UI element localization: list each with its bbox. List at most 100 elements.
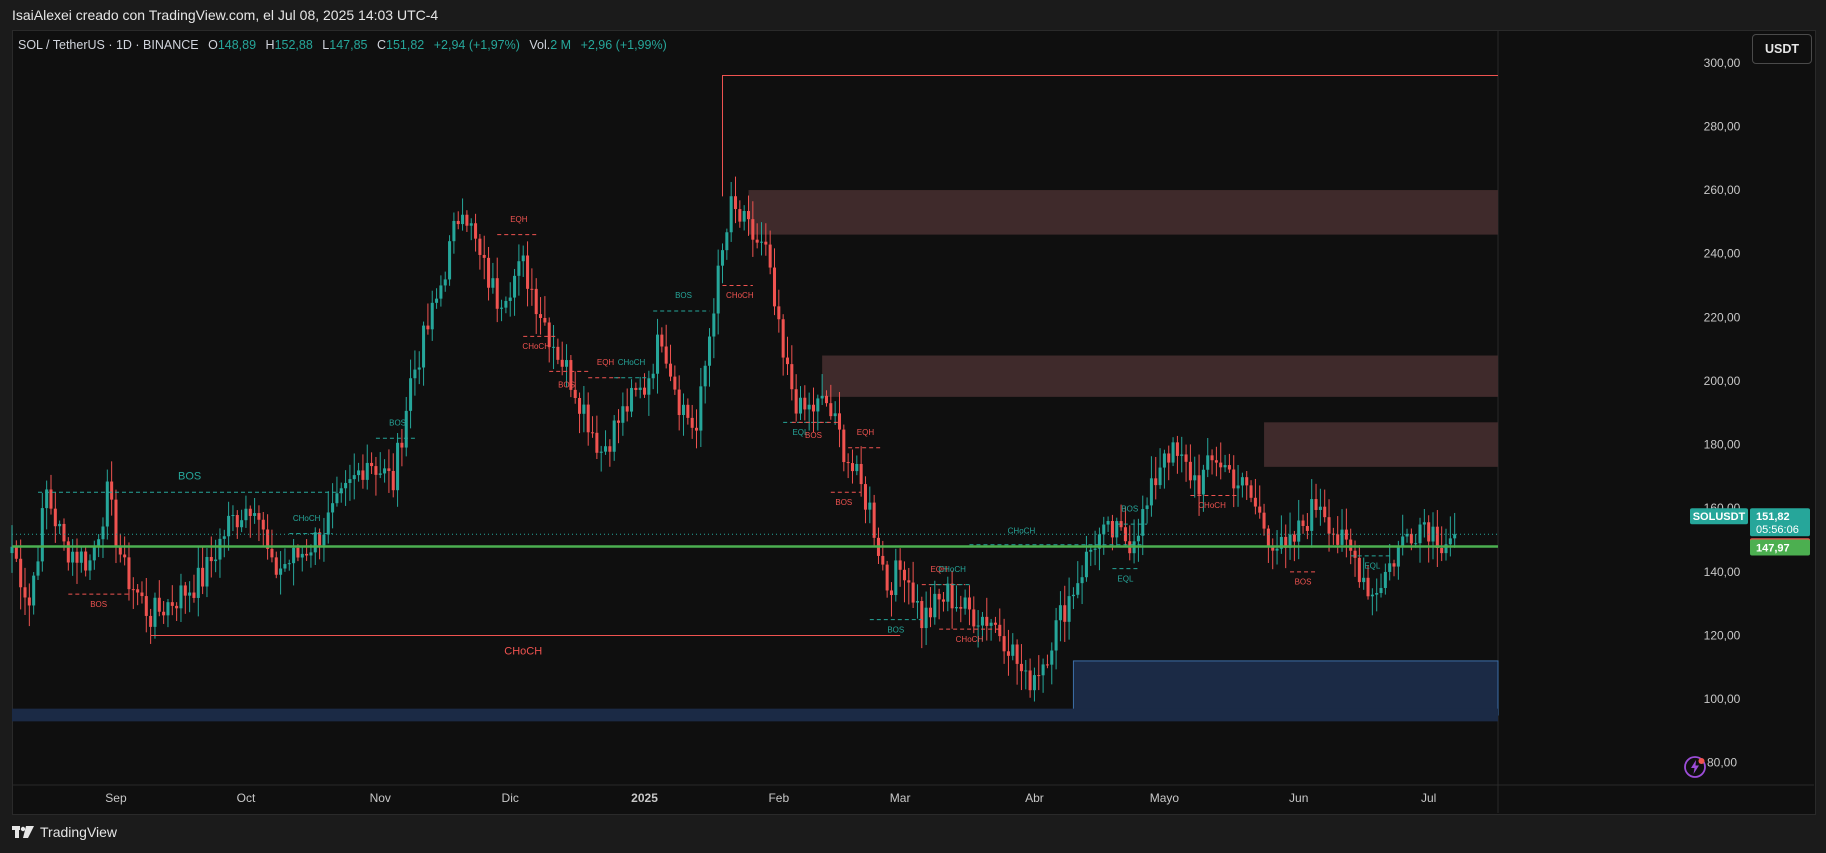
- high-line: [722, 75, 1498, 197]
- candle-body: [66, 541, 70, 563]
- candle-body: [461, 214, 465, 225]
- candle-body: [318, 532, 322, 546]
- candle-body: [58, 523, 62, 527]
- candle-body: [993, 622, 997, 625]
- candle-body: [1448, 538, 1452, 545]
- candle-body: [950, 583, 954, 609]
- chart-frame[interactable]: [12, 30, 1816, 815]
- candle-body: [1336, 534, 1340, 545]
- candle-body: [1405, 533, 1409, 537]
- candle-body: [283, 564, 287, 569]
- candle-body: [556, 346, 560, 360]
- candle-body: [889, 590, 893, 596]
- candle-body: [803, 397, 807, 410]
- candle-body: [1388, 563, 1392, 572]
- candle-body: [638, 387, 642, 390]
- candle-body: [1271, 546, 1275, 551]
- candle-body: [214, 559, 218, 562]
- candle-body: [777, 306, 781, 320]
- candle-body: [1097, 534, 1101, 549]
- x-tick-label: Jul: [1421, 791, 1436, 805]
- candle-body: [928, 607, 932, 618]
- volume-label: Vol.: [529, 38, 551, 52]
- candle-body: [677, 389, 681, 416]
- x-tick-label: Abr: [1025, 791, 1044, 805]
- candle-body: [374, 466, 378, 475]
- candle-body: [1262, 512, 1266, 529]
- candle-body: [681, 404, 686, 416]
- candle-body: [599, 451, 603, 453]
- candle-body: [690, 417, 694, 428]
- candle-body: [227, 515, 231, 537]
- candle-body: [941, 599, 945, 602]
- candle-body: [1444, 544, 1448, 554]
- candle-body: [902, 569, 906, 581]
- candle-body: [1123, 527, 1127, 542]
- candle-body: [179, 585, 183, 609]
- candle-body: [396, 442, 400, 491]
- candle-body: [846, 462, 850, 464]
- candle-body: [552, 346, 556, 348]
- close-value: 151,82: [386, 38, 425, 52]
- candle-body: [205, 556, 209, 587]
- x-tick-label: Mayo: [1150, 791, 1180, 805]
- candle-body: [530, 288, 534, 290]
- x-tick-label: Mar: [890, 791, 911, 805]
- currency-button[interactable]: USDT: [1752, 34, 1812, 64]
- candle-body: [1258, 506, 1262, 513]
- candle-body: [517, 261, 521, 276]
- y-tick-label: 260,00: [1704, 183, 1741, 197]
- y-tick-label: 280,00: [1704, 119, 1741, 133]
- candle-body: [1392, 563, 1396, 567]
- candle-body: [868, 502, 872, 510]
- candle-body: [326, 512, 330, 535]
- candle-body: [1063, 605, 1067, 622]
- candle-body: [391, 470, 395, 491]
- candle-body: [1093, 548, 1097, 550]
- candle-body: [253, 513, 257, 516]
- candle-body: [1206, 455, 1210, 470]
- candle-body: [352, 475, 356, 480]
- candle-body: [170, 602, 174, 606]
- high-label: H: [265, 38, 275, 52]
- candle-body: [261, 519, 265, 530]
- candle-body: [1071, 594, 1075, 597]
- candle-body: [1171, 442, 1175, 463]
- candle-body: [1214, 460, 1218, 463]
- candle-body: [881, 555, 885, 565]
- candle-body: [1232, 469, 1236, 489]
- candle-body: [309, 552, 313, 556]
- candle-body: [248, 508, 252, 516]
- x-tick-label: Oct: [237, 791, 256, 805]
- symbol-name[interactable]: SOL / TetherUS · 1D · BINANCE: [18, 38, 199, 52]
- candle-body: [10, 546, 14, 554]
- structure-label-19: CHoCH: [1008, 527, 1036, 536]
- candle-body: [547, 322, 551, 348]
- candle-body: [209, 556, 213, 562]
- candle-body: [110, 481, 114, 500]
- candle-body: [794, 389, 798, 414]
- candle-body: [1188, 461, 1192, 481]
- candle-body: [75, 551, 79, 563]
- lightning-icon[interactable]: [1683, 755, 1707, 779]
- candle-body: [651, 373, 655, 379]
- candle-body: [751, 219, 755, 240]
- candle-body: [1175, 442, 1179, 456]
- candle-body: [136, 589, 140, 593]
- high-value: 152,88: [274, 38, 313, 52]
- tradingview-footer: TradingView: [12, 824, 117, 840]
- candle-body: [647, 378, 651, 395]
- structure-label-15: BOS: [887, 625, 904, 634]
- candle-body: [634, 387, 638, 390]
- candle-body: [1240, 477, 1244, 486]
- candle-body: [625, 406, 629, 412]
- candle-body: [998, 624, 1002, 637]
- low-label: L: [322, 38, 330, 52]
- candle-body: [1440, 548, 1444, 554]
- candle-body: [712, 313, 716, 337]
- candle-body: [1292, 534, 1296, 542]
- structure-label-3: BOS: [389, 418, 406, 427]
- candle-body: [183, 585, 187, 596]
- volume-value: 2 M: [550, 38, 572, 52]
